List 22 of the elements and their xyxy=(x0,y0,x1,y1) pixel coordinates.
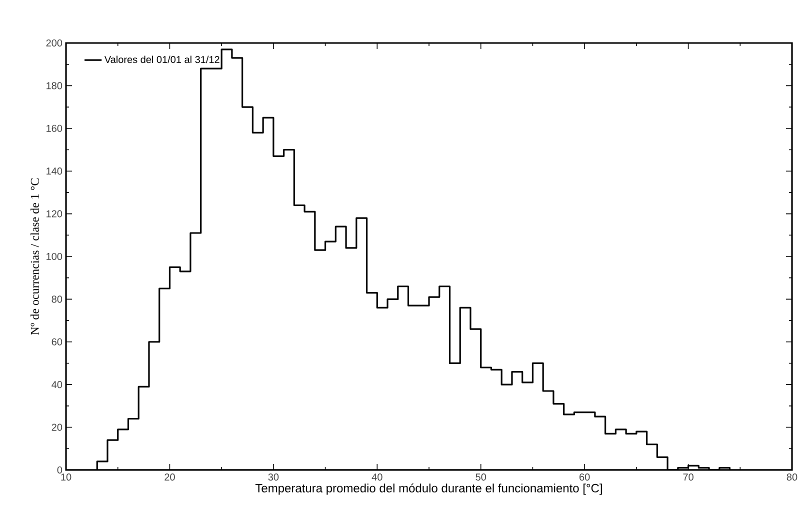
y-tick-label: 100 xyxy=(46,252,62,260)
x-tick-label: 60 xyxy=(580,474,590,481)
y-tick-label: 200 xyxy=(46,39,62,47)
y-tick-label: 60 xyxy=(52,338,62,346)
y-tick-label: 40 xyxy=(52,381,62,388)
x-tick-label: 20 xyxy=(164,474,175,481)
x-tick-label: 80 xyxy=(786,474,798,481)
x-tick-label: 10 xyxy=(61,474,72,481)
y-axis-title: Nº de ocurrencias / clase de 1 °C xyxy=(30,178,39,335)
x-axis-title: Temperatura promedio del módulo durante el funcionamiento [°C] xyxy=(255,483,602,495)
y-tick-label: 140 xyxy=(46,168,62,175)
x-tick-label: 70 xyxy=(683,474,694,481)
y-tick-label: 120 xyxy=(46,210,62,218)
y-tick-label: 20 xyxy=(52,424,62,431)
x-tick-label: 30 xyxy=(268,474,279,481)
y-tick-label: 80 xyxy=(52,296,62,303)
x-tick-label: 50 xyxy=(476,474,486,481)
legend-label: Valores del 01/01 al 31/12 xyxy=(104,56,220,64)
y-tick-label: 160 xyxy=(46,124,62,132)
y-tick-label: 0 xyxy=(57,466,62,474)
x-tick-label: 40 xyxy=(372,474,382,481)
y-tick-label: 180 xyxy=(46,82,62,90)
